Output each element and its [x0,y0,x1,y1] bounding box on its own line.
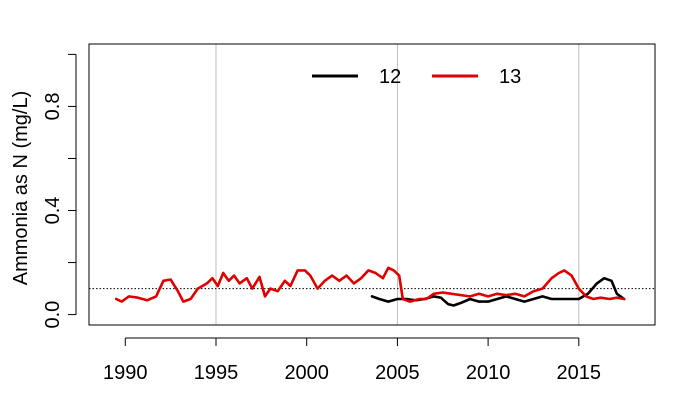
series-layer [114,266,626,307]
y-axis: 0.0 0.4 0.8 [42,53,77,329]
x-tick-label-1995: 1995 [194,362,239,384]
x-tick-label-1990: 1990 [103,362,148,384]
x-axis: 1990 1995 2000 2005 2010 2015 [103,337,602,384]
legend-label-13: 13 [499,66,521,88]
y-tick-label-0.8: 0.8 [42,93,64,121]
x-tick-label-2010: 2010 [466,362,511,384]
x-tick-label-2000: 2000 [284,362,329,384]
x-tick-label-2015: 2015 [557,362,602,384]
gridline-layer [215,44,580,325]
legend: 12 13 [312,66,521,88]
series-line-13 [114,266,626,303]
x-tick-label-2005: 2005 [375,362,420,384]
y-tick-label-0.4: 0.4 [42,197,64,225]
y-axis-label: Ammonia as N (mg/L) [10,91,32,286]
plot-area-border [88,43,656,326]
y-tick-label-0.0: 0.0 [42,301,64,329]
legend-label-12: 12 [379,66,401,88]
